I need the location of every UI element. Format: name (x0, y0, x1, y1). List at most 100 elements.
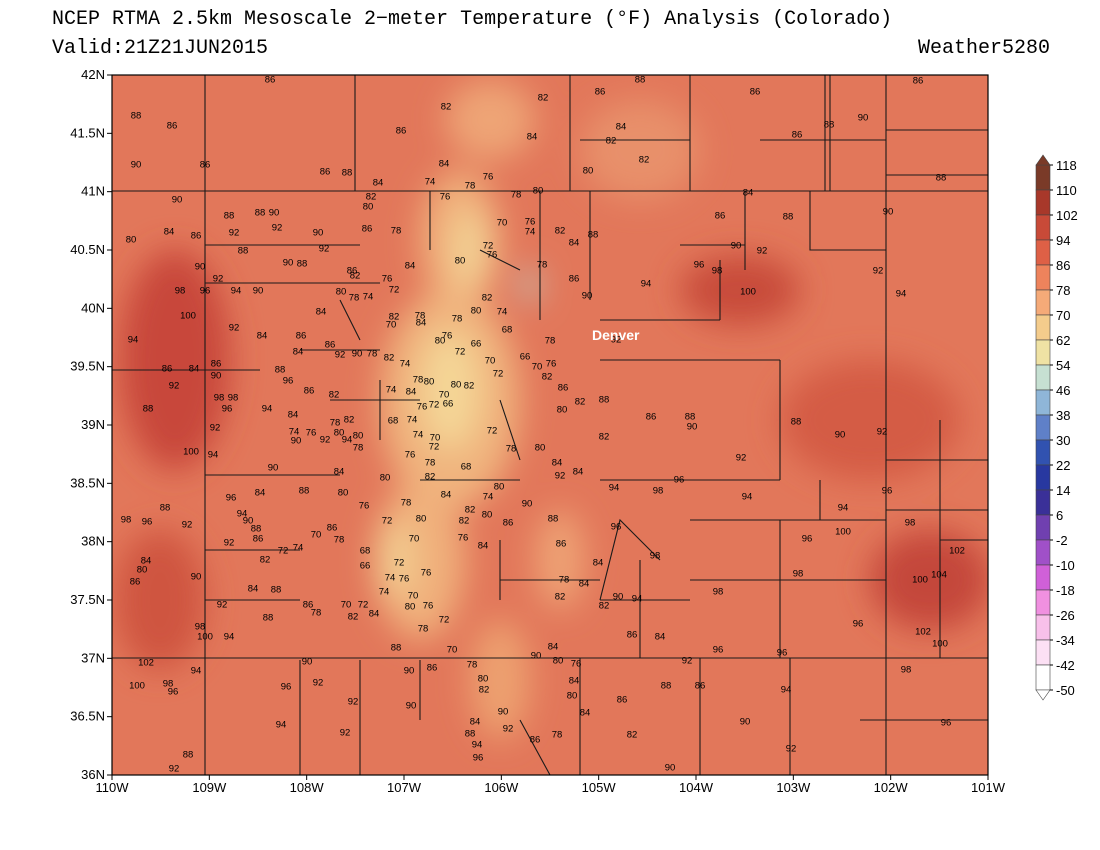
station-value: 94 (896, 289, 907, 300)
y-tick-label: 36.5N (70, 709, 105, 724)
station-value: 92 (319, 244, 330, 255)
station-value: 76 (440, 192, 451, 203)
station-value: 90 (283, 258, 294, 269)
station-value: 90 (498, 707, 509, 718)
station-value: 78 (334, 535, 345, 546)
colorbar-band (1035, 589, 1051, 616)
station-value: 98 (793, 569, 804, 580)
colorbar-band (1035, 564, 1051, 591)
station-value: 78 (353, 443, 364, 454)
station-value: 82 (384, 353, 395, 364)
station-value: 86 (167, 121, 178, 132)
station-value: 90 (858, 113, 869, 124)
station-value: 86 (325, 340, 336, 351)
station-value: 90 (352, 349, 363, 360)
station-value: 80 (455, 256, 466, 267)
station-value: 90 (522, 499, 533, 510)
y-tick-label: 42N (81, 67, 105, 82)
station-value: 84 (255, 488, 266, 499)
colorbar-cap-bottom (1035, 689, 1051, 701)
station-value: 82 (464, 381, 475, 392)
station-value: 82 (482, 293, 493, 304)
colorbar-cap-top (1035, 154, 1051, 166)
station-value: 82 (465, 505, 476, 516)
station-value: 72 (429, 442, 440, 453)
station-value: 86 (503, 518, 514, 529)
station-value: 76 (571, 659, 582, 670)
station-value: 72 (493, 369, 504, 380)
station-value: 82 (627, 730, 638, 741)
station-value: 90 (731, 241, 742, 252)
station-value: 84 (470, 717, 481, 728)
station-value: 86 (296, 331, 307, 342)
station-value: 74 (497, 307, 508, 318)
station-value: 76 (525, 217, 536, 228)
station-value: 78 (349, 293, 360, 304)
station-value: 74 (293, 543, 304, 554)
station-value: 70 (408, 591, 419, 602)
station-value: 82 (599, 601, 610, 612)
station-value: 96 (713, 645, 724, 656)
colorbar-band (1035, 389, 1051, 416)
colorbar-band (1035, 439, 1051, 466)
station-value: 96 (142, 517, 153, 528)
colorbar-label: -42 (1056, 658, 1075, 673)
station-value: 92 (217, 600, 228, 611)
station-value: 74 (407, 415, 418, 426)
colorbar-band (1035, 464, 1051, 491)
city-label: Denver (592, 327, 640, 343)
station-value: 90 (302, 657, 313, 668)
station-value: 90 (211, 371, 222, 382)
station-value: 100 (197, 632, 213, 643)
station-value: 94 (191, 666, 202, 677)
station-value: 70 (311, 530, 322, 541)
station-value: 76 (546, 359, 557, 370)
station-value: 88 (824, 120, 835, 131)
station-value: 76 (458, 533, 469, 544)
colorbar-label: -18 (1056, 583, 1075, 598)
station-value: 84 (743, 188, 754, 199)
station-value: 90 (172, 195, 183, 206)
station-value: 88 (791, 417, 802, 428)
station-value: 98 (713, 587, 724, 598)
station-value: 96 (611, 522, 622, 533)
colorbar-label: 86 (1056, 258, 1070, 273)
station-value: 88 (238, 246, 249, 257)
station-value: 86 (913, 76, 924, 87)
station-value: 82 (555, 226, 566, 237)
station-value: 78 (311, 608, 322, 619)
x-tick-label: 107W (387, 780, 422, 795)
station-value: 68 (502, 325, 513, 336)
station-value: 98 (163, 679, 174, 690)
station-value: 92 (335, 350, 346, 361)
station-value: 98 (905, 518, 916, 529)
station-value: 70 (409, 534, 420, 545)
station-value: 100 (183, 447, 199, 458)
axes: 110W 109W 108W 107W 106W 105W 104W 103W 102W 101W… (70, 67, 1005, 795)
station-value: 84 (439, 159, 450, 170)
station-value: 100 (180, 311, 196, 322)
station-value: 74 (525, 227, 536, 238)
station-value: 84 (569, 676, 580, 687)
station-value: 82 (542, 372, 553, 383)
station-value: 82 (350, 271, 361, 282)
station-value: 86 (617, 695, 628, 706)
station-value: 82 (344, 415, 355, 426)
station-value: 78 (330, 418, 341, 429)
station-value: 78 (391, 226, 402, 237)
colorbar-label: 62 (1056, 333, 1070, 348)
station-value: 90 (406, 701, 417, 712)
station-value: 86 (362, 224, 373, 235)
station-value: 98 (901, 665, 912, 676)
station-value: 86 (595, 87, 606, 98)
station-value: 96 (941, 718, 952, 729)
y-tick-label: 37N (81, 650, 105, 665)
colorbar: 118 110 102 94 86 78 70 62 54 46 38 30 22 14 6 -2 -10 -18… (1035, 154, 1078, 701)
station-value: 80 (424, 377, 435, 388)
station-value: 92 (272, 223, 283, 234)
station-value: 86 (327, 523, 338, 534)
station-value: 72 (483, 241, 494, 252)
station-value: 80 (471, 306, 482, 317)
station-value: 86 (715, 211, 726, 222)
